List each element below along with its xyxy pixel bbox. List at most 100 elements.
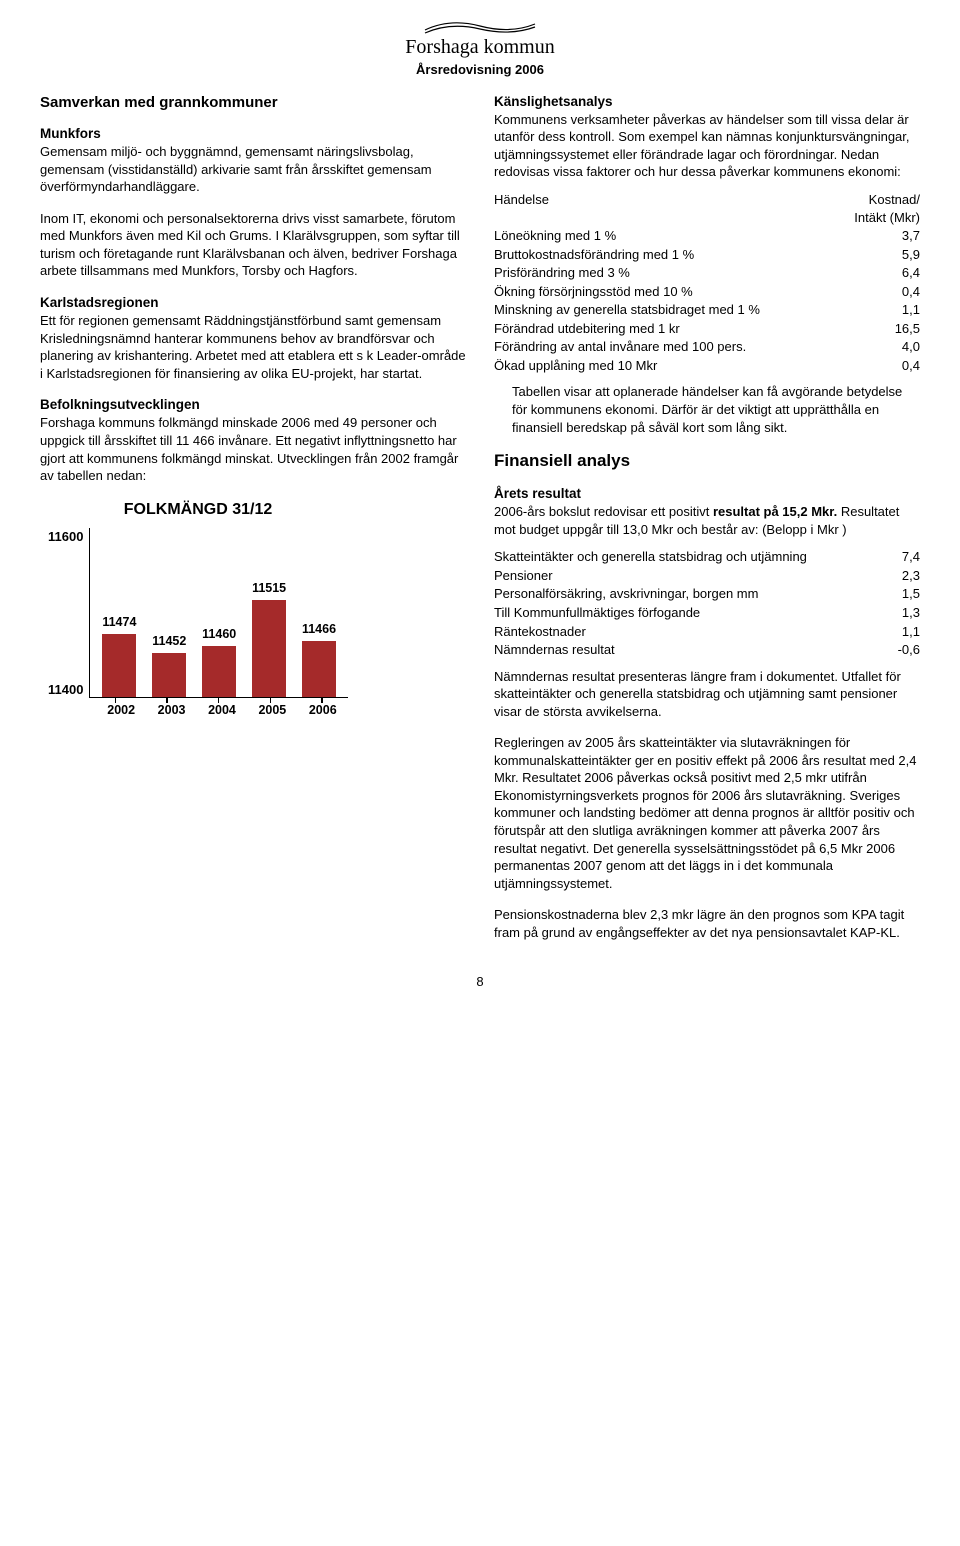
sens-row-label: Minskning av generella statsbidraget med… [494, 301, 828, 320]
sens-table-row: Förändring av antal invånare med 100 per… [494, 338, 920, 357]
chart-tick [321, 697, 323, 703]
chart-bar [202, 646, 236, 697]
folkmangd-chart: FOLKMÄNGD 31/12 11600 11400 114741145211… [48, 499, 348, 719]
sens-table-row: Bruttokostnadsförändring med 1 %5,9 [494, 246, 920, 265]
befolkning-block: Befolkningsutvecklingen Forshaga kommuns… [40, 396, 466, 484]
result-row-value: 2,3 [882, 567, 920, 586]
karlstad-block: Karlstadsregionen Ett för regionen gemen… [40, 294, 466, 382]
chart-bar-col: 11466 [294, 621, 344, 697]
right-column: Känslighetsanalys Kommunens verksamheter… [494, 93, 920, 946]
result-row-label: Nämndernas resultat [494, 641, 882, 660]
sens-head-r2: Intäkt (Mkr) [854, 210, 920, 225]
sens-head-r1: Kostnad/ [869, 192, 920, 207]
p-reglering: Regleringen av 2005 års skatteintäkter v… [494, 734, 920, 892]
chart-bar [102, 634, 136, 697]
sens-row-label: Ökning försörjningsstöd med 10 % [494, 283, 828, 302]
p-namnder: Nämndernas resultat presenteras längre f… [494, 668, 920, 721]
result-row-label: Skatteintäkter och generella statsbidrag… [494, 548, 882, 567]
sens-table-row: Förändrad utdebitering med 1 kr16,5 [494, 320, 920, 339]
org-name: Forshaga kommun [40, 34, 920, 61]
result-table-row: Skatteintäkter och generella statsbidrag… [494, 548, 920, 567]
arets-heading: Årets resultat [494, 485, 920, 503]
result-row-label: Till Kommunfullmäktiges förfogande [494, 604, 882, 623]
sens-row-value: 4,0 [828, 338, 920, 357]
chart-xlabel: 2006 [309, 702, 337, 719]
chart-bar-col: 11452 [144, 633, 194, 697]
befolkning-p: Forshaga kommuns folkmängd minskade 2006… [40, 414, 466, 484]
result-row-label: Räntekostnader [494, 623, 882, 642]
sens-row-value: 0,4 [828, 283, 920, 302]
sens-row-label: Löneökning med 1 % [494, 227, 828, 246]
page-number: 8 [40, 973, 920, 991]
chart-bar-col: 11474 [94, 614, 144, 697]
left-column: Samverkan med grannkommuner Munkfors Gem… [40, 93, 466, 946]
chart-xaxis: 2002 2003 2004 2005 2006 [96, 702, 348, 719]
munkfors-p2: Inom IT, ekonomi och personalsektorerna … [40, 210, 466, 280]
result-row-label: Personalförsäkring, avskrivningar, borge… [494, 585, 882, 604]
chart-bar [152, 653, 186, 697]
chart-bar-label: 11515 [252, 580, 286, 597]
chart-tick [115, 697, 117, 703]
arets-p: 2006-års bokslut redovisar ett positivt … [494, 503, 920, 538]
result-table-row: Personalförsäkring, avskrivningar, borge… [494, 585, 920, 604]
result-row-value: 7,4 [882, 548, 920, 567]
sens-row-label: Prisförändring med 3 % [494, 264, 828, 283]
sens-row-value: 6,4 [828, 264, 920, 283]
chart-bar-label: 11474 [102, 614, 136, 631]
chart-bar-col: 11460 [194, 626, 244, 697]
chart-bar [252, 600, 286, 698]
munkfors-block: Munkfors Gemensam miljö- och byggnämnd, … [40, 125, 466, 196]
logo-wave [40, 20, 920, 32]
sens-row-label: Bruttokostnadsförändring med 1 % [494, 246, 828, 265]
chart-xlabel: 2004 [208, 702, 236, 719]
munkfors-p1: Gemensam miljö- och byggnämnd, gemensamt… [40, 143, 466, 196]
chart-bar [302, 641, 336, 697]
sens-row-value: 3,7 [828, 227, 920, 246]
chart-bar-label: 11460 [202, 626, 236, 643]
result-row-value: 1,5 [882, 585, 920, 604]
page-header: Forshaga kommun Årsredovisning 2006 [40, 20, 920, 79]
result-table-row: Pensioner2,3 [494, 567, 920, 586]
sens-row-value: 0,4 [828, 357, 920, 376]
chart-tick [166, 697, 168, 703]
chart-title: FOLKMÄNGD 31/12 [48, 499, 348, 521]
karlstad-p: Ett för regionen gemensamt Räddningstjän… [40, 312, 466, 382]
result-table-row: Till Kommunfullmäktiges förfogande1,3 [494, 604, 920, 623]
sens-head-event: Händelse [494, 191, 828, 227]
arets-bold: resultat på 15,2 Mkr. [713, 504, 837, 519]
doc-subtitle: Årsredovisning 2006 [40, 61, 920, 79]
p-pension: Pensionskostnaderna blev 2,3 mkr lägre ä… [494, 906, 920, 941]
sens-table-head: Händelse Kostnad/ Intäkt (Mkr) [494, 191, 920, 227]
arets-pre: 2006-års bokslut redovisar ett positivt [494, 504, 713, 519]
karlstad-heading: Karlstadsregionen [40, 294, 466, 312]
sens-after: Tabellen visar att oplanerade händelser … [512, 383, 920, 436]
chart-yaxis: 11600 11400 [48, 528, 89, 698]
chart-bar-label: 11466 [302, 621, 336, 638]
chart-xlabel: 2003 [158, 702, 186, 719]
sens-row-label: Förändrad utdebitering med 1 kr [494, 320, 828, 339]
chart-plot: 11474 11452 11460 11515 11466 [89, 528, 348, 698]
sens-row-label: Förändring av antal invånare med 100 per… [494, 338, 828, 357]
chart-bar-label: 11452 [152, 633, 186, 650]
chart-xlabel: 2005 [258, 702, 286, 719]
section-samverkan: Samverkan med grannkommuner [40, 93, 466, 113]
befolkning-heading: Befolkningsutvecklingen [40, 396, 466, 414]
sens-table-row: Minskning av generella statsbidraget med… [494, 301, 920, 320]
sens-table-row: Ökning försörjningsstöd med 10 %0,4 [494, 283, 920, 302]
munkfors-heading: Munkfors [40, 125, 466, 143]
sens-heading: Känslighetsanalys [494, 93, 920, 111]
result-row-value: 1,1 [882, 623, 920, 642]
sens-table-row: Löneökning med 1 %3,7 [494, 227, 920, 246]
sens-table-row: Prisförändring med 3 %6,4 [494, 264, 920, 283]
chart-tickmarks [89, 697, 348, 703]
result-row-value: 1,3 [882, 604, 920, 623]
sens-row-value: 16,5 [828, 320, 920, 339]
chart-bar-col: 11515 [244, 580, 294, 698]
sens-table: Händelse Kostnad/ Intäkt (Mkr) Löneöknin… [494, 191, 920, 375]
chart-bars: 11474 11452 11460 11515 11466 [90, 528, 348, 697]
result-table-row: Räntekostnader1,1 [494, 623, 920, 642]
result-row-label: Pensioner [494, 567, 882, 586]
sens-intro: Kommunens verksamheter påverkas av hände… [494, 111, 920, 181]
ytick-top: 11600 [48, 528, 83, 546]
chart-xlabel: 2002 [107, 702, 135, 719]
